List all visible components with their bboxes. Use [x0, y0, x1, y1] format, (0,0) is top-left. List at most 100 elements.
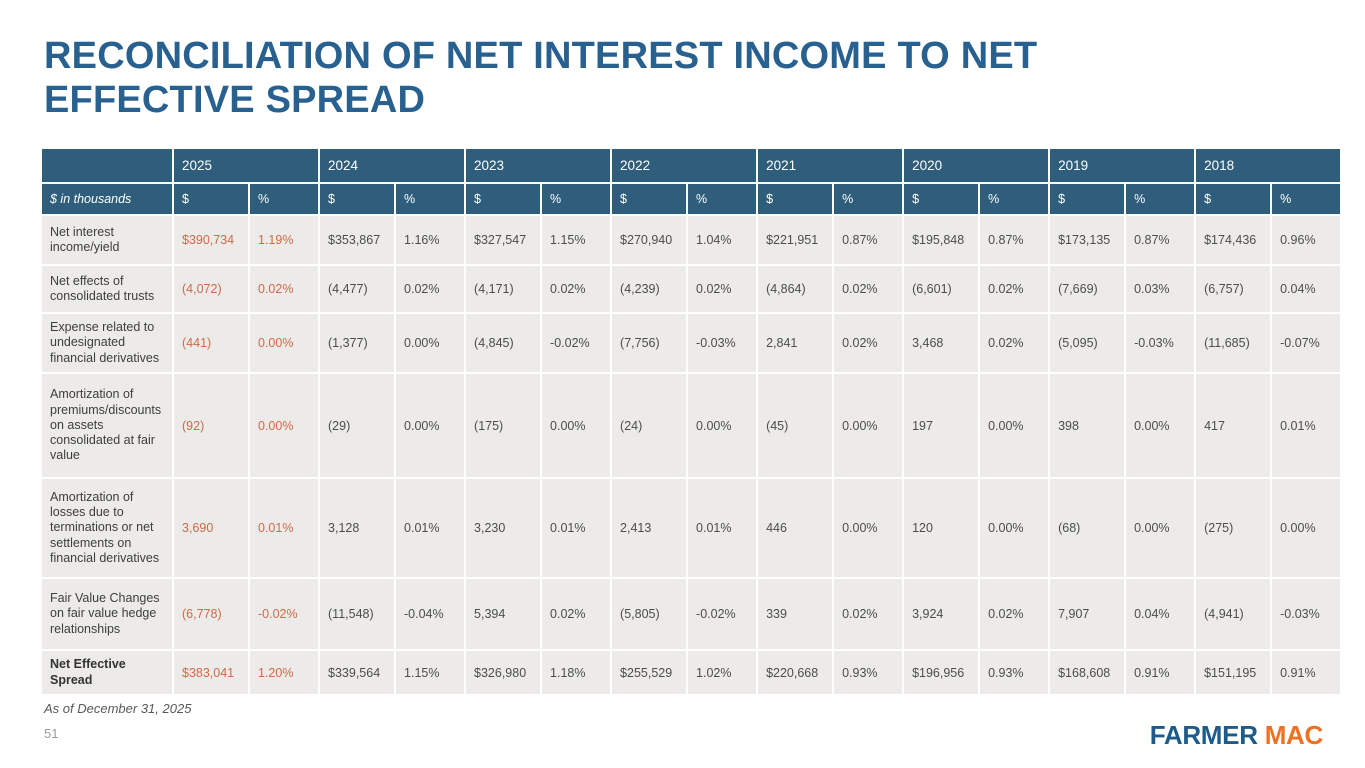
data-cell: (6,757) — [1196, 266, 1271, 312]
data-cell: 0.00% — [980, 374, 1049, 477]
data-cell: (6,778) — [174, 579, 248, 649]
percent-subheader-2019: % — [1126, 184, 1195, 214]
subheader-row: $ in thousands $% $% $% $% $% $% $% $% — [42, 184, 1341, 214]
data-cell: $151,195 — [1196, 651, 1271, 694]
dollar-subheader-2019: $ — [1050, 184, 1125, 214]
logo-mac-text: MAC — [1264, 720, 1324, 750]
year-header-2023: 2023 — [466, 149, 611, 182]
data-cell: 2,413 — [612, 479, 687, 577]
data-cell: (1,377) — [320, 314, 395, 372]
data-cell: $390,734 — [174, 216, 248, 264]
data-cell: 0.04% — [1126, 579, 1195, 649]
data-cell: 7,907 — [1050, 579, 1125, 649]
data-cell: $339,564 — [320, 651, 395, 694]
data-cell: 1.16% — [396, 216, 465, 264]
data-cell: 339 — [758, 579, 833, 649]
data-cell: 417 — [1196, 374, 1271, 477]
data-cell: 0.02% — [542, 579, 611, 649]
dollar-subheader-2023: $ — [466, 184, 541, 214]
data-cell: 5,394 — [466, 579, 541, 649]
row-label: Amortization of losses due to terminatio… — [42, 479, 172, 577]
data-cell: (4,941) — [1196, 579, 1271, 649]
dollar-subheader-2020: $ — [904, 184, 979, 214]
data-cell: -0.02% — [688, 579, 757, 649]
data-cell: 0.91% — [1272, 651, 1341, 694]
data-cell: (11,685) — [1196, 314, 1271, 372]
data-cell: 0.02% — [250, 266, 319, 312]
reconciliation-table: 2025 2024 2023 2022 2021 2020 2019 2018 $ in tho… — [40, 147, 1342, 696]
data-cell: 1.15% — [542, 216, 611, 264]
data-cell: 0.00% — [688, 374, 757, 477]
data-cell: 1.02% — [688, 651, 757, 694]
percent-subheader-2022: % — [688, 184, 757, 214]
data-cell: 197 — [904, 374, 979, 477]
data-cell: (4,845) — [466, 314, 541, 372]
data-cell: 0.87% — [1126, 216, 1195, 264]
year-header-row: 2025 2024 2023 2022 2021 2020 2019 2018 — [42, 149, 1341, 182]
year-header-2025: 2025 — [174, 149, 319, 182]
data-cell: -0.04% — [396, 579, 465, 649]
year-header-2021: 2021 — [758, 149, 903, 182]
data-cell: 0.87% — [834, 216, 903, 264]
data-cell: 0.00% — [1272, 479, 1341, 577]
data-cell: 0.00% — [542, 374, 611, 477]
data-cell: 0.02% — [980, 314, 1049, 372]
data-cell: $168,608 — [1050, 651, 1125, 694]
year-header-2022: 2022 — [612, 149, 757, 182]
data-cell: 0.96% — [1272, 216, 1341, 264]
dollar-subheader-2018: $ — [1196, 184, 1271, 214]
table-row: Expense related to undesignated financia… — [42, 314, 1341, 372]
data-cell: (45) — [758, 374, 833, 477]
data-cell: $327,547 — [466, 216, 541, 264]
data-cell: 0.00% — [834, 374, 903, 477]
data-cell: 0.00% — [1126, 479, 1195, 577]
table-row: Net Effective Spread $383,041 1.20% $339,56… — [42, 651, 1341, 694]
data-cell: -0.03% — [1272, 579, 1341, 649]
data-cell: 1.18% — [542, 651, 611, 694]
row-label: Net effects of consolidated trusts — [42, 266, 172, 312]
table-row: Amortization of premiums/discounts on as… — [42, 374, 1341, 477]
data-cell: 0.00% — [834, 479, 903, 577]
data-cell: 0.01% — [396, 479, 465, 577]
year-header-2019: 2019 — [1050, 149, 1195, 182]
data-cell: (4,477) — [320, 266, 395, 312]
data-cell: (175) — [466, 374, 541, 477]
data-cell: $270,940 — [612, 216, 687, 264]
data-cell: 0.00% — [250, 374, 319, 477]
row-label: Fair Value Changes on fair value hedge r… — [42, 579, 172, 649]
table-head: 2025 2024 2023 2022 2021 2020 2019 2018 $ in tho… — [42, 149, 1341, 214]
row-label: Expense related to undesignated financia… — [42, 314, 172, 372]
data-cell: -0.02% — [250, 579, 319, 649]
table-row: Amortization of losses due to terminatio… — [42, 479, 1341, 577]
data-cell: (68) — [1050, 479, 1125, 577]
units-label-cell: $ in thousands — [42, 184, 172, 214]
data-cell: 0.01% — [688, 479, 757, 577]
slide-title: RECONCILIATION OF NET INTEREST INCOME TO… — [44, 35, 1038, 122]
percent-subheader-2025: % — [250, 184, 319, 214]
table-row: Fair Value Changes on fair value hedge r… — [42, 579, 1341, 649]
data-cell: 0.04% — [1272, 266, 1341, 312]
data-cell: 0.93% — [834, 651, 903, 694]
data-cell: (275) — [1196, 479, 1271, 577]
data-cell: 0.02% — [688, 266, 757, 312]
percent-subheader-2023: % — [542, 184, 611, 214]
data-cell: (24) — [612, 374, 687, 477]
data-cell: 3,924 — [904, 579, 979, 649]
percent-subheader-2021: % — [834, 184, 903, 214]
dollar-subheader-2024: $ — [320, 184, 395, 214]
data-cell: 0.00% — [1126, 374, 1195, 477]
data-cell: $326,980 — [466, 651, 541, 694]
data-cell: 1.04% — [688, 216, 757, 264]
year-header-2020: 2020 — [904, 149, 1049, 182]
data-cell: $255,529 — [612, 651, 687, 694]
data-cell: (441) — [174, 314, 248, 372]
dollar-subheader-2022: $ — [612, 184, 687, 214]
data-cell: (7,756) — [612, 314, 687, 372]
data-cell: 2,841 — [758, 314, 833, 372]
data-cell: 398 — [1050, 374, 1125, 477]
data-cell: 0.91% — [1126, 651, 1195, 694]
data-cell: -0.03% — [688, 314, 757, 372]
year-header-2018: 2018 — [1196, 149, 1341, 182]
data-cell: $174,436 — [1196, 216, 1271, 264]
